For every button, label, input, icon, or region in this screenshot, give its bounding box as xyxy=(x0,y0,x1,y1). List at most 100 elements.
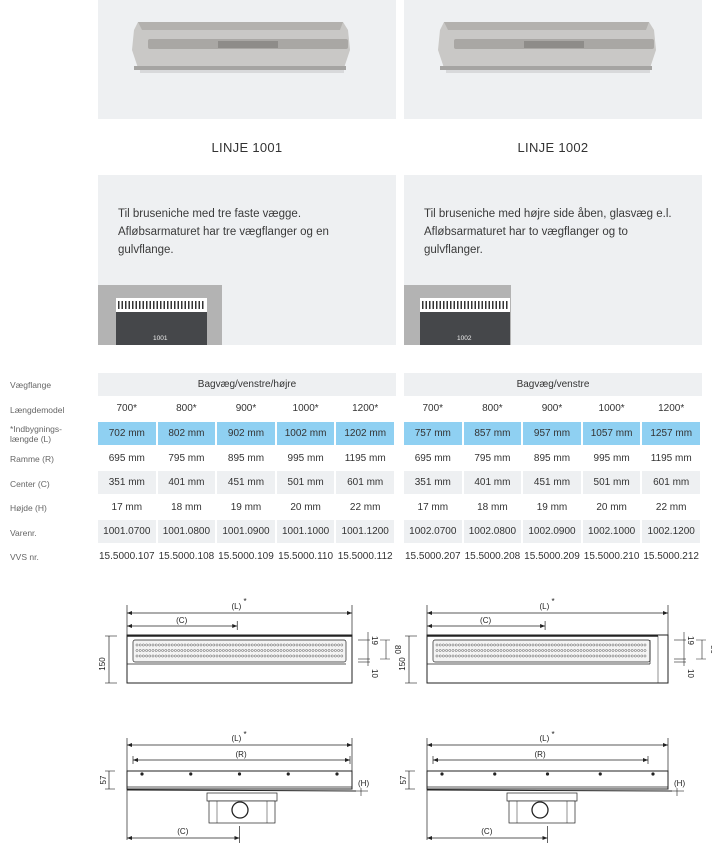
cell-item-no: 1001.0700 xyxy=(98,520,156,543)
cell-frame: 795 mm xyxy=(463,447,522,470)
cell-install-length: 1057 mm xyxy=(582,422,641,445)
cell-item-no: 1001.1000 xyxy=(276,520,335,543)
description-line: gulvflanger. xyxy=(424,244,483,256)
cell-install-length: 902 mm xyxy=(217,422,275,445)
length-label: (L) xyxy=(540,734,550,743)
cell-vvs-no: 15.5000.110 xyxy=(276,545,335,568)
cell-frame: 895 mm xyxy=(523,447,581,470)
cell-center: 351 mm xyxy=(404,471,462,494)
cell-models: 1200* xyxy=(336,397,394,420)
cell-item-no: 1002.1000 xyxy=(582,520,641,543)
row-label-item-no: Varenr. xyxy=(10,528,37,538)
cell-center: 351 mm xyxy=(98,471,156,494)
cell-vvs-no: 15.5000.112 xyxy=(336,545,394,568)
grate-width-label: 80 xyxy=(709,645,712,654)
cell-vvs-no: 15.5000.212 xyxy=(642,545,700,568)
cell-vvs-no: 15.5000.209 xyxy=(523,545,581,568)
cell-center: 501 mm xyxy=(276,471,335,494)
cell-height: 17 mm xyxy=(98,496,156,519)
cell-install-length: 857 mm xyxy=(463,422,522,445)
cell-center: 401 mm xyxy=(463,471,522,494)
cell-item-no: 1001.0800 xyxy=(157,520,216,543)
product-title: LINJE 1002 xyxy=(517,140,589,155)
center-label: (C) xyxy=(480,616,491,625)
cell-models: 700* xyxy=(404,397,462,420)
grate-bottom-label: 10 xyxy=(370,669,379,678)
depth-label: 57 xyxy=(99,775,108,784)
cell-install-length: 702 mm xyxy=(98,422,156,445)
row-label-frame: Ramme (R) xyxy=(10,454,54,464)
cell-install-length: 957 mm xyxy=(523,422,581,445)
cell-vvs-no: 15.5000.109 xyxy=(217,545,275,568)
row-label-height: Højde (H) xyxy=(10,503,47,513)
length-label: (L) xyxy=(540,602,550,611)
asterisk-label: * xyxy=(244,597,247,606)
cell-frame: 1195 mm xyxy=(642,447,700,470)
cell-vvs-no: 15.5000.207 xyxy=(404,545,462,568)
center-label: (C) xyxy=(481,827,492,836)
cell-height: 19 mm xyxy=(217,496,275,519)
grate-width-label: 80 xyxy=(393,645,402,654)
cell-models: 900* xyxy=(217,397,275,420)
center-label: (C) xyxy=(177,827,188,836)
drain-image xyxy=(132,22,350,73)
frame-label: (R) xyxy=(535,750,546,759)
top-view-drawing: (L)* (C) 150 19 80 10 xyxy=(98,597,402,684)
cell-vvs-no: 15.5000.208 xyxy=(463,545,522,568)
cell-height: 19 mm xyxy=(523,496,581,519)
grate-bottom-label: 10 xyxy=(686,669,695,678)
cell-install-length: 802 mm xyxy=(157,422,216,445)
description-panel: Til bruseniche med tre faste vægge. Afløb… xyxy=(98,175,396,345)
description-line: Afløbsarmaturet har to vægflanger og to xyxy=(424,226,628,238)
cell-install-length: 757 mm xyxy=(404,422,462,445)
product-thumbnail: 1001 xyxy=(98,285,222,345)
cell-frame: 695 mm xyxy=(98,447,156,470)
cell-item-no: 1002.0700 xyxy=(404,520,462,543)
cell-height: 20 mm xyxy=(582,496,641,519)
cell-install-length: 1202 mm xyxy=(336,422,394,445)
asterisk-label: * xyxy=(552,597,555,606)
cell-center: 451 mm xyxy=(217,471,275,494)
center-label: (C) xyxy=(176,616,187,625)
cell-height: 18 mm xyxy=(463,496,522,519)
cell-height: 22 mm xyxy=(642,496,700,519)
row-label-models: Længdemodel xyxy=(10,405,65,415)
product-thumbnail: 1002 xyxy=(404,285,511,345)
cell-models: 800* xyxy=(157,397,216,420)
product-photo xyxy=(98,0,396,119)
cell-models: 1000* xyxy=(276,397,335,420)
side-view-drawing: (L) * (R) 57 (H) (C) xyxy=(399,730,685,843)
grate-top-label: 19 xyxy=(686,636,695,645)
height-label: (H) xyxy=(674,779,685,788)
cell-center: 401 mm xyxy=(157,471,216,494)
row-label-center: Center (C) xyxy=(10,479,50,489)
cell-item-no: 1002.0900 xyxy=(523,520,581,543)
grate-icon xyxy=(116,298,207,312)
cell-center: 451 mm xyxy=(523,471,581,494)
cell-frame: 695 mm xyxy=(404,447,462,470)
length-label: (L) xyxy=(232,734,242,743)
width-label: 150 xyxy=(398,657,407,671)
cell-height: 20 mm xyxy=(276,496,335,519)
drain-image xyxy=(438,22,656,73)
cell-models: 1200* xyxy=(642,397,700,420)
row-label-install-length-2: længde (L) xyxy=(10,434,52,444)
cell-frame: 795 mm xyxy=(157,447,216,470)
wall-flange-cell: Bagvæg/venstre/højre xyxy=(98,373,396,396)
cell-center: 601 mm xyxy=(336,471,394,494)
height-label: (H) xyxy=(358,779,369,788)
cell-models: 700* xyxy=(98,397,156,420)
cell-item-no: 1001.0900 xyxy=(217,520,275,543)
cell-install-length: 1002 mm xyxy=(276,422,335,445)
cell-frame: 995 mm xyxy=(276,447,335,470)
description-line: gulvflange. xyxy=(118,244,174,256)
description-panel: Til bruseniche med højre side åben, glas… xyxy=(404,175,702,345)
cell-center: 601 mm xyxy=(642,471,700,494)
cell-item-no: 1002.0800 xyxy=(463,520,522,543)
product-photo xyxy=(404,0,702,119)
thumbnail-label: 1001 xyxy=(153,335,168,342)
description-line: Til bruseniche med højre side åben, glas… xyxy=(424,208,672,220)
cell-item-no: 1002.1200 xyxy=(642,520,700,543)
